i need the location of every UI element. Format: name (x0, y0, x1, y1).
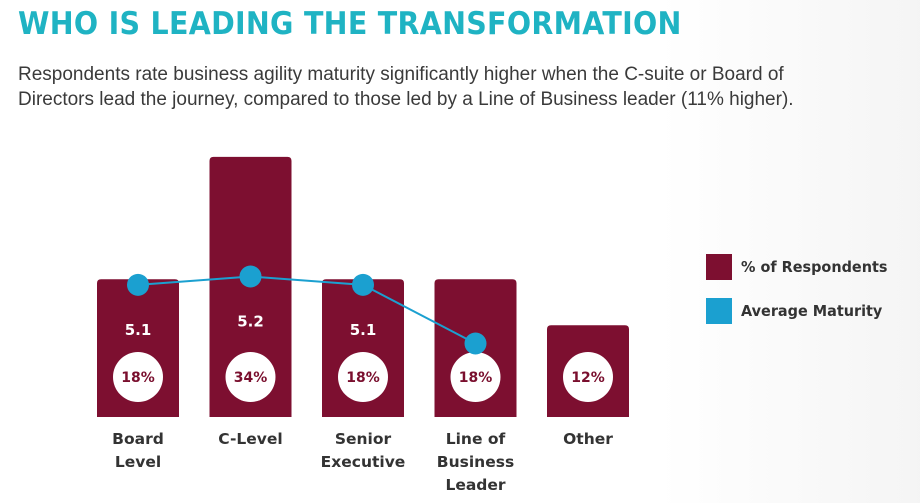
bar-value-circle-1 (225, 352, 276, 402)
legend-label-respondents: % of Respondents (741, 258, 888, 276)
maturity-label-3: 4.4 (462, 380, 489, 398)
category-label-4-0: Other (563, 430, 613, 448)
bar-value-circle-2 (338, 352, 388, 402)
legend: % of Respondents Average Maturity (706, 254, 898, 342)
bar-value-label-2: 18% (346, 370, 380, 386)
maturity-point-0 (127, 273, 149, 296)
maturity-point-2 (352, 273, 374, 296)
background-shade (660, 0, 920, 503)
bar-value-label-0: 18% (121, 370, 155, 386)
category-label-2-0: Senior (335, 430, 392, 448)
bar-value-circle-0 (113, 352, 163, 402)
legend-swatch-maturity (706, 298, 732, 324)
category-label-0-0: Board (112, 430, 164, 448)
bar-value-circle-4 (563, 352, 613, 402)
legend-swatch-respondents (706, 254, 732, 280)
category-label-1-0: C-Level (218, 430, 282, 448)
category-label-3-1: Business (437, 453, 514, 471)
legend-label-maturity: Average Maturity (741, 302, 883, 320)
bar-value-label-4: 12% (571, 370, 605, 386)
legend-item-respondents: % of Respondents (706, 254, 898, 280)
page-subtitle: Respondents rate business agility maturi… (18, 64, 794, 110)
maturity-line (137, 275, 476, 345)
maturity-label-0: 5.1 (125, 321, 152, 339)
category-label-3-0: Line of (446, 430, 506, 448)
maturity-point-1 (239, 265, 262, 288)
maturity-label-1: 5.2 (237, 313, 264, 331)
bar-value-label-1: 34% (234, 370, 268, 386)
maturity-label-2: 5.1 (350, 321, 377, 339)
category-label-3-2: Leader (445, 476, 505, 494)
bar-value-circle-3 (450, 352, 501, 402)
bar-value-label-3: 18% (459, 370, 493, 386)
category-label-2-1: Executive (321, 453, 406, 471)
page-title: WHO IS LEADING THE TRANSFORMATION (18, 6, 682, 42)
legend-item-maturity: Average Maturity (706, 298, 898, 324)
maturity-point-3 (464, 332, 487, 355)
category-label-0-1: Level (115, 453, 161, 471)
